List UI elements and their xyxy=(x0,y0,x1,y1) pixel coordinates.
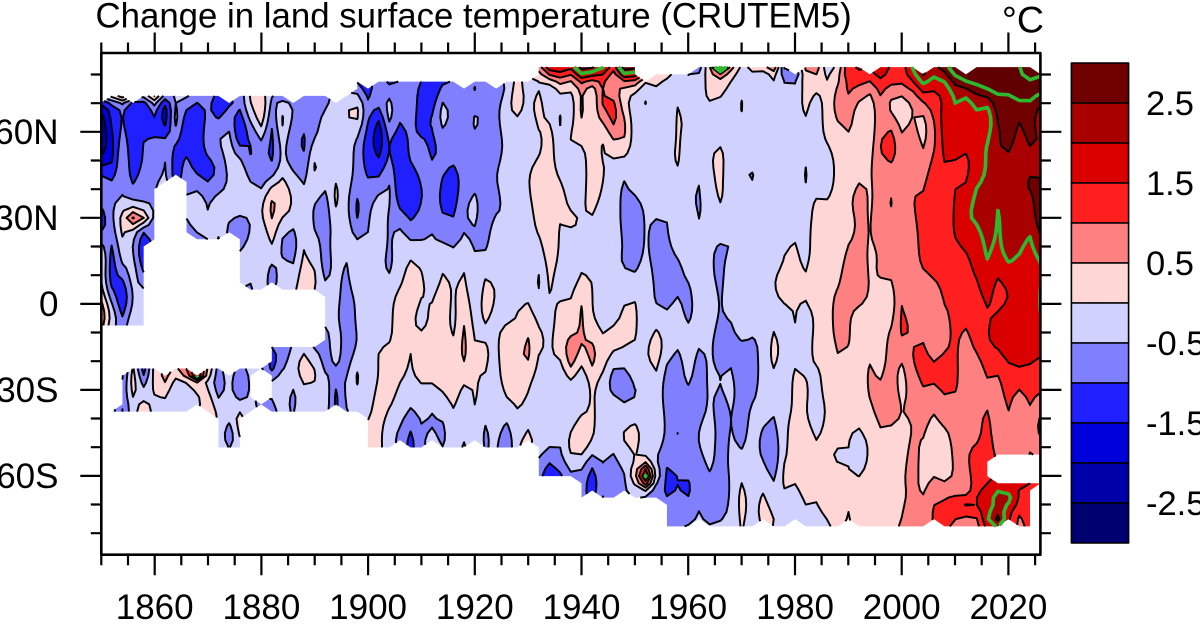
svg-text:-2.5: -2.5 xyxy=(1146,485,1200,523)
svg-text:2000: 2000 xyxy=(863,588,941,625)
svg-text:1960: 1960 xyxy=(649,588,727,625)
svg-text:2.5: 2.5 xyxy=(1146,85,1194,123)
svg-text:1860: 1860 xyxy=(116,588,194,625)
svg-text:1980: 1980 xyxy=(756,588,834,625)
svg-text:0: 0 xyxy=(39,285,58,324)
svg-text:1920: 1920 xyxy=(436,588,514,625)
svg-text:0.5: 0.5 xyxy=(1146,245,1194,283)
svg-text:1880: 1880 xyxy=(222,588,300,625)
svg-text:Change in land surface tempera: Change in land surface temperature (CRUT… xyxy=(96,0,852,36)
svg-text:-1.5: -1.5 xyxy=(1146,405,1200,443)
svg-text:2020: 2020 xyxy=(969,588,1047,625)
svg-text:60S: 60S xyxy=(0,457,59,496)
svg-text:60N: 60N xyxy=(0,113,59,152)
svg-text:1900: 1900 xyxy=(329,588,407,625)
svg-text:30S: 30S xyxy=(0,371,59,410)
svg-text:°C: °C xyxy=(1002,0,1044,41)
svg-text:1.5: 1.5 xyxy=(1146,165,1194,203)
svg-text:30N: 30N xyxy=(0,199,59,238)
svg-text:1940: 1940 xyxy=(543,588,621,625)
svg-text:-0.5: -0.5 xyxy=(1146,325,1200,363)
